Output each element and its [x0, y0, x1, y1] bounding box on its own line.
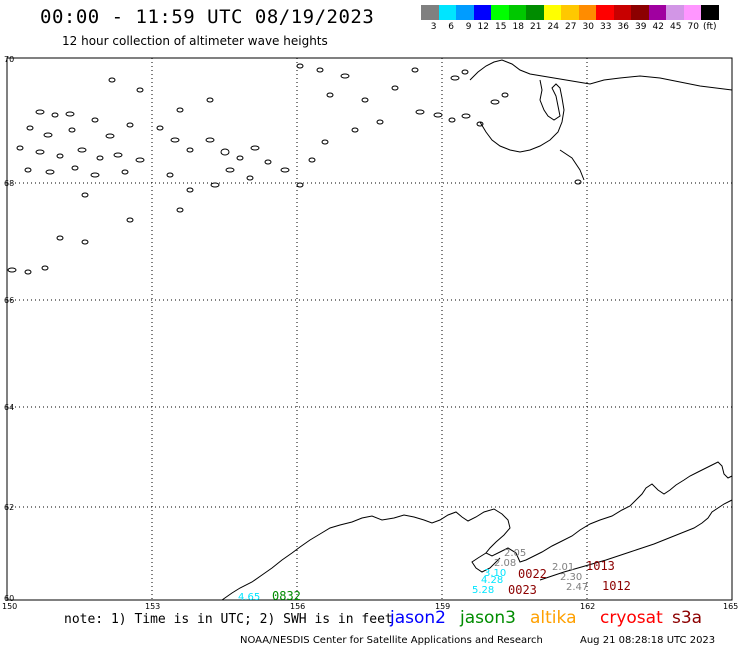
wave-observation: 2.47 [566, 582, 588, 593]
footer-credit: NOAA/NESDIS Center for Satellite Applica… [240, 635, 543, 646]
pass-time: 0832 [272, 589, 301, 603]
legend-label: 18 [512, 22, 524, 32]
latitude-gridlines [7, 57, 732, 508]
legend-label: 70 [687, 22, 699, 32]
wave-observation: 2.05 [504, 548, 526, 559]
legend-swatch [526, 5, 544, 20]
color-legend [421, 5, 719, 20]
wave-observation: 3.10 [484, 568, 506, 579]
legend-label: 21 [530, 22, 542, 32]
legend-label: 45 [670, 22, 682, 32]
legend-label: 3 [430, 22, 437, 32]
wave-observation: 4.28 [481, 575, 503, 586]
legend-label: 24 [547, 22, 559, 32]
footer-note: note: 1) Time is in UTC; 2) SWH is in fe… [64, 612, 393, 627]
lon-label-150: 150 [2, 602, 17, 611]
legend-label: 6 [448, 22, 454, 32]
peninsula-coastline [539, 499, 733, 581]
satellite-legend-jason3: jason3 [460, 608, 516, 628]
legend-swatch [648, 5, 666, 20]
wave-observation: 2.08 [494, 558, 516, 569]
pass-time: 1012 [602, 579, 631, 593]
legend-label: 36 [617, 22, 629, 32]
lat-label-66: 66 [4, 296, 14, 305]
legend-swatch [438, 5, 456, 20]
legend-swatch [421, 5, 439, 20]
wave-observation: 2.01 [552, 562, 574, 573]
legend-label: 9 [465, 22, 472, 32]
legend-swatch [613, 5, 631, 20]
legend-swatch [491, 5, 509, 20]
legend-swatch [578, 5, 596, 20]
satellite-legend-altika: altika [530, 608, 577, 628]
legend-label: 27 [565, 22, 577, 32]
pass-times: 0832 0022 0023 1013 1012 [272, 559, 631, 603]
legend-swatch [561, 5, 579, 20]
lat-label-62: 62 [4, 503, 14, 512]
legend-swatch [508, 5, 526, 20]
legend-label: 39 [635, 22, 647, 32]
page-subtitle: 12 hour collection of altimeter wave hei… [62, 34, 328, 48]
southern-alaska-coastline [221, 461, 733, 601]
lat-label-68: 68 [4, 179, 14, 188]
map-frame [6, 57, 733, 601]
legend-swatch [456, 5, 474, 20]
legend-swatch [683, 5, 701, 20]
legend-label: 42 [652, 22, 664, 32]
bay-coastline [479, 79, 565, 153]
pass-time: 0022 [518, 567, 547, 581]
lon-label-162: 162 [580, 602, 595, 611]
wave-observations: 4.65 2.05 2.08 3.10 4.28 5.28 2.01 2.30 … [238, 548, 588, 603]
lon-label-153: 153 [145, 602, 160, 611]
satellite-legend-jason2: jason2 [390, 608, 446, 628]
legend-label: 12 [477, 22, 489, 32]
legend-label: (ft) [702, 22, 717, 32]
lon-label-165: 165 [723, 602, 738, 611]
lon-label-159: 159 [435, 602, 450, 611]
lat-label-64: 64 [4, 403, 14, 412]
legend-swatch [631, 5, 649, 20]
legend-swatch [666, 5, 684, 20]
color-legend-labels: 3 6 9 12 15 18 21 24 27 30 33 36 39 42 45 70 (ft) [421, 22, 719, 34]
wave-observation: 4.65 [238, 592, 260, 603]
footer-timestamp: Aug 21 08:28:18 UTC 2023 [580, 635, 716, 646]
legend-swatch [543, 5, 561, 20]
lon-label-156: 156 [290, 602, 305, 611]
satellite-legend-cryosat: cryosat [600, 608, 663, 628]
northern-coastline [469, 59, 733, 91]
lake-outlines [7, 63, 582, 275]
legend-swatch [596, 5, 614, 20]
pass-time: 1013 [586, 559, 615, 573]
wave-observation: 5.28 [472, 585, 494, 596]
legend-swatch [701, 5, 719, 20]
legend-swatch [473, 5, 491, 20]
lat-label-60: 60 [4, 594, 14, 603]
sound-coastline [559, 149, 585, 181]
legend-label: 30 [582, 22, 594, 32]
longitude-gridlines [151, 58, 588, 600]
legend-label: 33 [600, 22, 612, 32]
satellite-legend-s3a: s3a [672, 608, 703, 628]
page-title: 00:00 - 11:59 UTC 08/19/2023 [40, 6, 375, 28]
wave-observation: 2.30 [560, 572, 582, 583]
lat-label-70: 70 [4, 55, 14, 64]
legend-label: 15 [495, 22, 507, 32]
inlet-coastline [471, 552, 501, 573]
pass-time: 0023 [508, 583, 537, 597]
